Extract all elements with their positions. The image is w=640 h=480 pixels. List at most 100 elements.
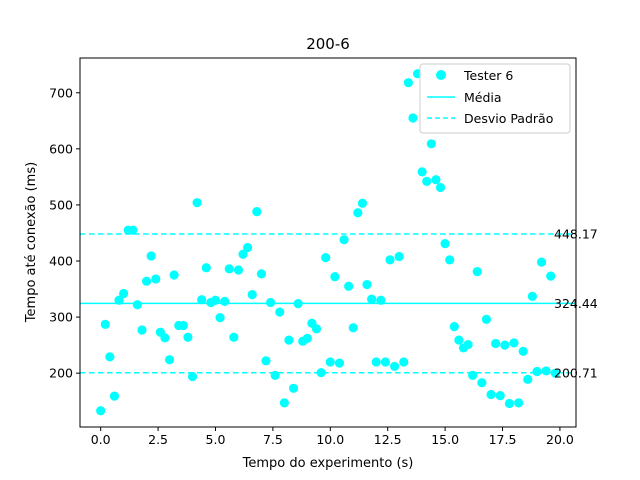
data-point [261, 356, 271, 366]
data-point [504, 398, 515, 409]
data-point [550, 368, 560, 378]
x-tick-label: 2.5 [148, 432, 168, 447]
data-point [238, 249, 248, 259]
data-point [164, 355, 175, 365]
data-point [169, 270, 179, 280]
line-annotations: 324.44 448.17 200.71 [554, 226, 598, 380]
data-point [513, 398, 524, 408]
legend-box [419, 63, 571, 134]
data-point [500, 340, 510, 350]
data-point [527, 291, 537, 301]
data-point [311, 324, 322, 334]
data-point [468, 370, 478, 381]
data-point [330, 272, 340, 282]
data-point [187, 371, 198, 382]
y-tick-label: 400 [49, 254, 73, 269]
data-point [481, 314, 492, 324]
data-point [389, 361, 400, 372]
data-point [376, 295, 386, 305]
data-point [532, 366, 542, 377]
data-point [325, 357, 335, 367]
data-point [463, 339, 473, 350]
y-axis: 200 300 400 500 600 700 [49, 85, 80, 381]
data-point [422, 176, 432, 186]
data-point [119, 288, 129, 299]
data-point [394, 251, 404, 262]
data-point [367, 294, 377, 304]
data-point [215, 313, 225, 323]
x-tick-label: 20.0 [546, 432, 574, 447]
data-point [536, 257, 547, 267]
y-axis-label: Tempo até conexão (ms) [24, 162, 39, 323]
data-point [371, 357, 381, 367]
y-tick-label: 500 [49, 197, 73, 212]
data-point [435, 182, 446, 193]
data-point [128, 225, 138, 235]
x-tick-label: 10.0 [316, 432, 344, 447]
data-point [256, 269, 267, 279]
x-axis: 0.0 2.5 5.0 7.5 10.0 12.5 15.0 17.5 20.0 [91, 427, 574, 447]
data-point [472, 267, 482, 277]
legend-label-mean: Média [464, 90, 502, 105]
data-point [100, 319, 110, 329]
legend: Tester 6 Média Desvio Padrão [419, 63, 571, 134]
data-point [495, 390, 505, 401]
data-point [141, 276, 152, 286]
reference-lines [80, 233, 576, 374]
data-point [454, 335, 464, 345]
data-point [233, 265, 244, 275]
data-point [362, 279, 372, 290]
data-point [137, 325, 147, 335]
line-value-label: 324.44 [554, 296, 598, 311]
data-points [96, 69, 560, 416]
x-axis-label: Tempo do experimento (s) [242, 456, 414, 471]
data-point [210, 295, 221, 305]
data-point [518, 346, 528, 356]
data-point [399, 357, 409, 367]
data-point [105, 352, 115, 362]
legend-label-series: Tester 6 [463, 68, 513, 83]
data-point [403, 78, 413, 88]
data-point [546, 271, 556, 281]
y-tick-label: 200 [49, 366, 73, 381]
data-point [417, 167, 427, 177]
data-point [431, 175, 441, 185]
data-point [284, 335, 294, 345]
data-point [357, 198, 368, 208]
y-tick-label: 700 [49, 85, 73, 100]
x-tick-label: 5.0 [206, 432, 226, 447]
plot-frame [79, 57, 577, 428]
data-point [151, 274, 161, 284]
data-point [183, 332, 193, 342]
data-point [523, 374, 533, 384]
data-point [440, 239, 450, 249]
data-point [109, 391, 120, 401]
line-value-label: 448.17 [554, 226, 598, 241]
data-point [445, 255, 455, 265]
data-point [192, 198, 202, 208]
data-point [146, 251, 156, 261]
data-point [477, 378, 487, 388]
x-tick-label: 12.5 [374, 432, 402, 447]
data-point [339, 235, 349, 245]
x-tick-label: 7.5 [263, 432, 283, 447]
data-point [279, 398, 289, 408]
data-point [132, 300, 143, 310]
data-point [275, 307, 285, 317]
data-point [178, 320, 188, 331]
data-point [247, 290, 257, 300]
data-point [509, 338, 519, 348]
data-point [316, 368, 326, 378]
y-tick-label: 300 [49, 310, 73, 325]
data-point [220, 296, 230, 306]
data-point [96, 406, 106, 416]
data-point [197, 295, 207, 305]
data-point [160, 333, 170, 343]
y-tick-label: 600 [49, 141, 73, 156]
legend-marker-series [436, 70, 446, 80]
data-point [541, 366, 551, 376]
data-point [224, 264, 234, 274]
x-tick-label: 17.5 [489, 432, 517, 447]
data-point [334, 358, 345, 368]
